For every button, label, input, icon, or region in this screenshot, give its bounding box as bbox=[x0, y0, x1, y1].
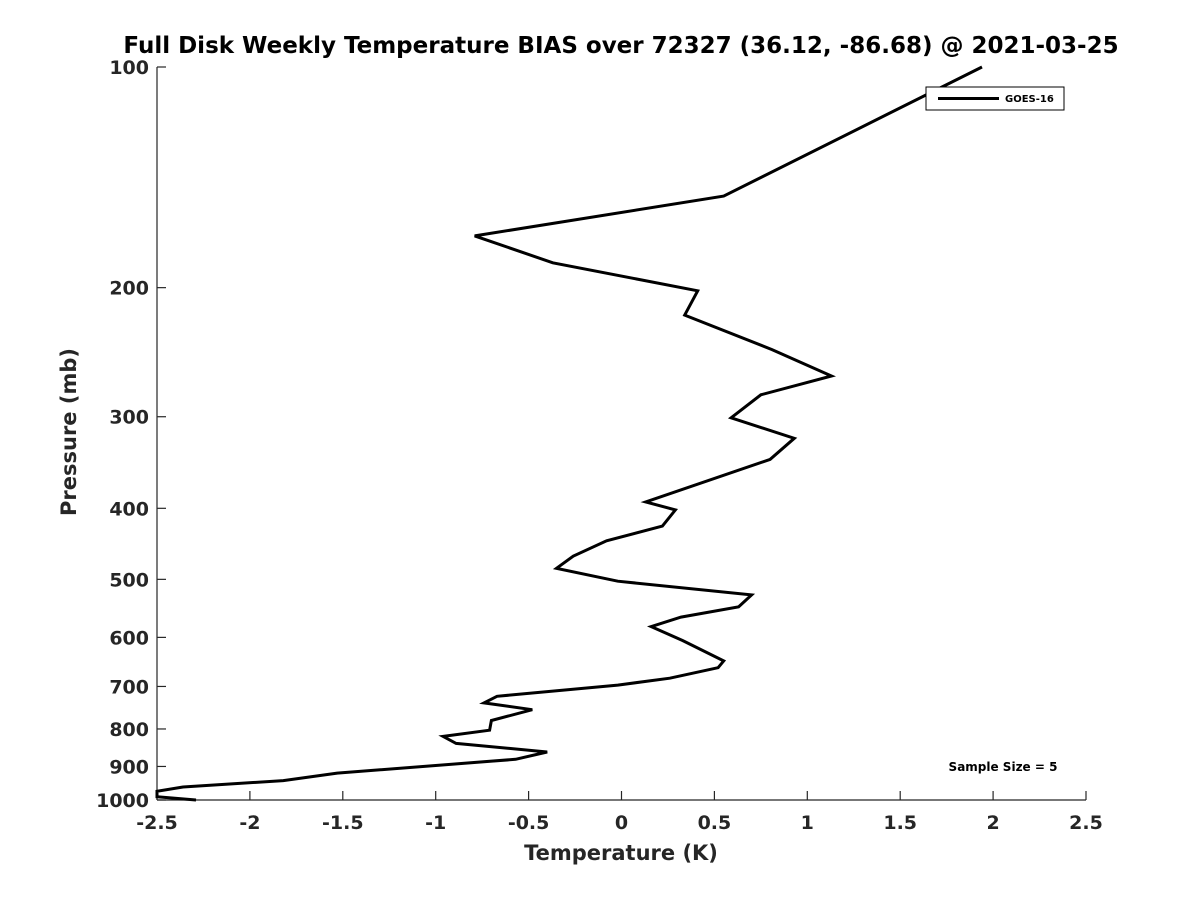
legend-label-goes-16: GOES-16 bbox=[1005, 94, 1054, 105]
y-tick-label: 100 bbox=[109, 57, 149, 79]
sample-size-annotation: Sample Size = 5 bbox=[949, 760, 1058, 774]
x-tick-label: 0.5 bbox=[698, 812, 732, 834]
x-tick-label: 2.5 bbox=[1069, 812, 1103, 834]
x-tick-label: 1 bbox=[801, 812, 814, 834]
y-tick-label: 200 bbox=[109, 278, 149, 300]
x-tick-label: 2 bbox=[986, 812, 999, 834]
x-tick-label: -1.5 bbox=[322, 812, 364, 834]
y-tick-label: 1000 bbox=[96, 790, 149, 812]
y-tick-label: 600 bbox=[109, 627, 149, 649]
x-axis-label: Temperature (K) bbox=[524, 841, 718, 865]
y-tick-label: 500 bbox=[109, 569, 149, 591]
y-axis-ticks: 100 200 300 400 500 600 700 800 900 1000 bbox=[96, 57, 166, 812]
x-tick-label: 0 bbox=[615, 812, 628, 834]
series-line-goes-16 bbox=[155, 65, 983, 802]
chart-title: Full Disk Weekly Temperature BIAS over 7… bbox=[123, 33, 1118, 59]
x-tick-label: -2.5 bbox=[136, 812, 178, 834]
y-tick-label: 800 bbox=[109, 719, 149, 741]
x-tick-label: -2 bbox=[239, 812, 260, 834]
x-axis-ticks: -2.5 -2 -1.5 -1 -0.5 0 0.5 1 1.5 2 2.5 bbox=[136, 791, 1103, 834]
y-tick-label: 700 bbox=[109, 676, 149, 698]
legend: GOES-16 bbox=[925, 86, 1065, 111]
plot-area bbox=[155, 65, 983, 802]
x-tick-label: -1 bbox=[425, 812, 446, 834]
axes bbox=[156, 67, 1086, 801]
y-tick-label: 900 bbox=[109, 756, 149, 778]
x-tick-label: 1.5 bbox=[883, 812, 917, 834]
y-tick-label: 300 bbox=[109, 407, 149, 429]
y-axis-label: Pressure (mb) bbox=[57, 348, 81, 516]
x-tick-label: -0.5 bbox=[508, 812, 550, 834]
y-tick-label: 400 bbox=[109, 498, 149, 520]
